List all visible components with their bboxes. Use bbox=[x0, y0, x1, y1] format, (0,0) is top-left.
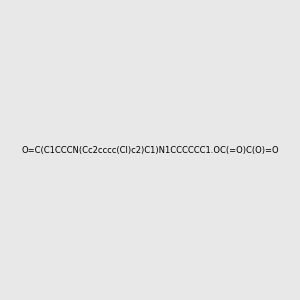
Text: O=C(C1CCCN(Cc2cccc(Cl)c2)C1)N1CCCCCC1.OC(=O)C(O)=O: O=C(C1CCCN(Cc2cccc(Cl)c2)C1)N1CCCCCC1.OC… bbox=[21, 146, 279, 154]
